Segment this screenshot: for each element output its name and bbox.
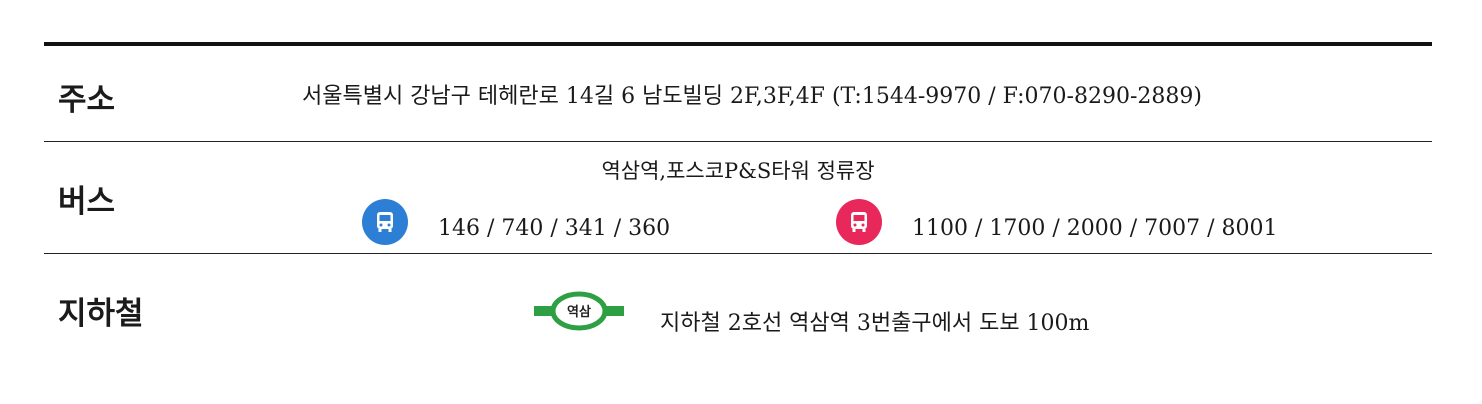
red-bus-icon: [836, 199, 882, 245]
subway-directions: 지하철 2호선 역삼역 3번출구에서 도보 100m: [660, 311, 1090, 336]
subway-label: 지하철: [58, 296, 144, 332]
bus-stop-name: 역삼역,포스코P&S타워 정류장: [601, 159, 875, 183]
bus-row: 버스 역삼역,포스코P&S타워 정류장 146 / 740 / 341 / 36…: [44, 142, 1432, 254]
top-divider: [44, 42, 1432, 46]
red-bus-group: 1100 / 1700 / 2000 / 7007 / 8001: [836, 199, 1278, 245]
subway-row: 지하철 역삼 지하철 2호선 역삼역 3번출구에서 도보 100m: [44, 254, 1432, 364]
station-badge-text: 역삼: [567, 304, 591, 320]
location-info-table: 주소 서울특별시 강남구 테헤란로 14길 6 남도빌딩 2F,3F,4F (T…: [44, 42, 1432, 364]
blue-bus-icon: [362, 199, 408, 245]
subway-station-icon: 역삼: [534, 291, 624, 331]
red-bus-routes: 1100 / 1700 / 2000 / 7007 / 8001: [912, 215, 1278, 241]
blue-bus-routes: 146 / 740 / 341 / 360: [438, 215, 671, 241]
address-row: 주소 서울특별시 강남구 테헤란로 14길 6 남도빌딩 2F,3F,4F (T…: [44, 46, 1432, 142]
address-label: 주소: [58, 82, 116, 118]
address-text: 서울특별시 강남구 테헤란로 14길 6 남도빌딩 2F,3F,4F (T:15…: [302, 84, 1202, 109]
bus-label: 버스: [58, 184, 116, 220]
blue-bus-group: 146 / 740 / 341 / 360: [362, 199, 670, 245]
